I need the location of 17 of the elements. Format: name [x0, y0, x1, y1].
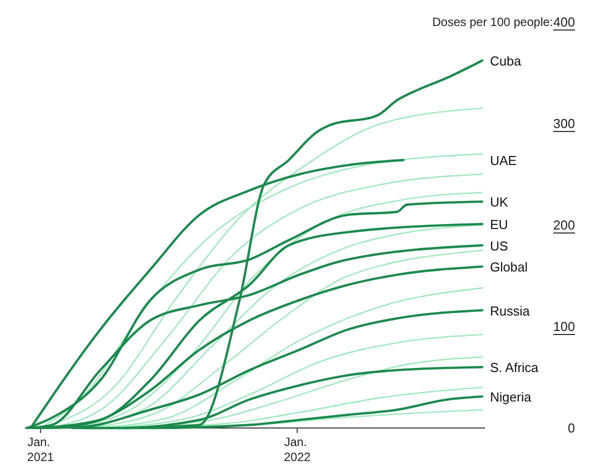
- series-label: Nigeria: [490, 390, 532, 405]
- y-tick-label: 0: [568, 420, 575, 436]
- series-label: UK: [490, 194, 508, 210]
- series-label: Global: [490, 260, 528, 275]
- y-tick-label: 100: [553, 319, 575, 334]
- x-tick-label: Jan. 2021: [27, 435, 54, 464]
- y-axis-title: Doses per 100 people:: [432, 15, 553, 29]
- series-label: S. Africa: [490, 360, 540, 376]
- series-label: US: [490, 238, 508, 254]
- y-tick-label: 300: [553, 116, 575, 131]
- series-label: Cuba: [490, 54, 522, 69]
- text: UAE: [490, 153, 518, 168]
- x-tick-label: Jan. 2022: [284, 435, 311, 464]
- y-tick-label: 200: [553, 218, 575, 232]
- series-label: EU: [490, 216, 508, 232]
- series-label: Russia: [490, 303, 531, 318]
- y-tick-label: 400: [553, 14, 575, 30]
